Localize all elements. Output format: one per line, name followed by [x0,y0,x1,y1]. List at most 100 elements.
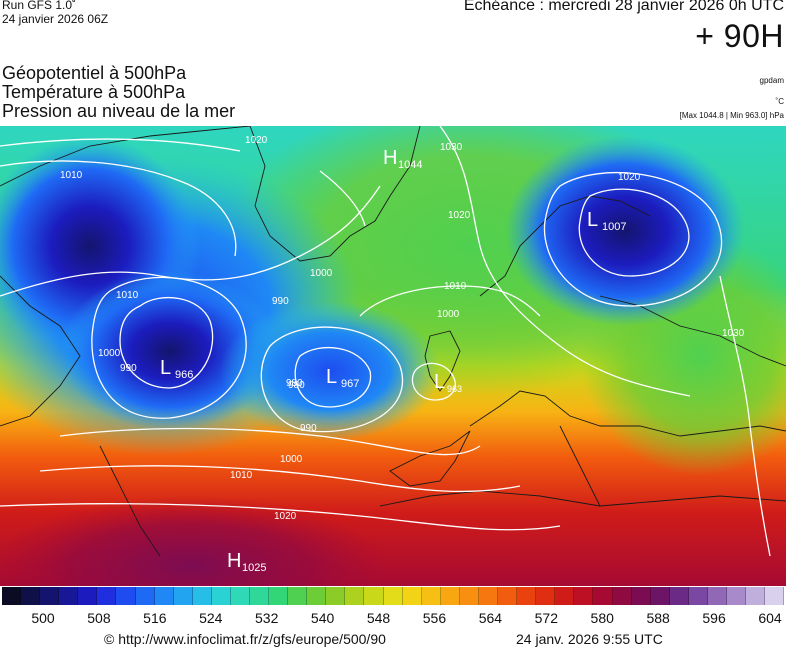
colorbar-tick-label: 580 [590,610,614,626]
valid-time: Echéance : mercredi 28 janvier 2026 0h U… [463,0,784,14]
colorbar-tick-label: 596 [702,610,726,626]
colorbar-swatch [59,587,79,605]
generated-time: 24 janv. 2026 9:55 UTC [516,631,663,647]
isobar-label: 980 [288,380,305,391]
low-mid-atlantic: L 967 [326,366,359,390]
isobar-label: 1010 [116,290,139,301]
warm-core-south [0,496,390,586]
forecast-hour: + 90H [695,18,784,54]
isobars [0,126,771,557]
colorbar-swatch [135,587,155,605]
high-azores: H 1025 [227,550,266,574]
colorbar-swatch [192,587,212,605]
colorbar-swatch [383,587,403,605]
isobar-label: 1020 [448,210,471,221]
low-value: 1007 [602,221,626,233]
colorbar-swatch [555,587,575,605]
low-letter: L [326,366,337,388]
colorbar-swatch [230,587,251,605]
isobar-label: 1030 [440,142,463,153]
unit-geopotential: gpdam [759,76,784,85]
run-label: Run GFS 1.0˚ [2,0,77,12]
low-mid-field [220,301,440,441]
colorbar-tick-label: 524 [199,610,223,626]
colorbar-swatch [250,587,270,605]
low-value: 967 [341,378,359,390]
isobar-label: 990 [120,363,137,374]
colorbar-swatch [574,587,594,605]
colorbar-swatch [402,587,422,605]
low-letter: L [434,371,445,393]
colorbar-swatch [536,587,556,605]
colorbar-swatch [364,587,384,605]
colorbar-tick-label: 540 [310,610,335,626]
colorbar-tick-label: 508 [87,610,111,626]
low-ireland: L 963 [434,371,462,394]
colorbar-swatch [765,587,785,605]
parameter-temperature: Température à 500hPa [2,82,186,102]
colorbar-swatch [288,587,308,605]
isobar-label: 980 [286,378,303,389]
forecast-map: 1020 1010 990 980 1000 1010 1020 1000 99… [0,126,786,586]
colorbar-tick-label: 572 [534,610,558,626]
colorbar-tick-label: 556 [422,610,447,626]
isobar-label: 1000 [437,309,460,320]
colorbar-swatch [421,587,441,605]
colorbar-swatch [612,587,632,605]
colorbar-swatch [269,587,289,605]
pressure-systems: H 1044 L 1007 L 966 L 967 L 963 H 1025 [160,147,626,574]
isobar-label: 1020 [274,511,297,522]
isobar-label: 990 [300,423,317,434]
colorbar-swatch [707,587,727,605]
isobar-label: 1000 [310,268,333,279]
isobar-label: 1000 [280,454,303,465]
colorbar-swatch [459,587,479,605]
isobar-label: 1020 [245,135,268,146]
isobar-label: 1020 [618,172,641,183]
copyright-url: © http://www.infoclimat.fr/z/gfs/europe/… [104,631,386,647]
colorbar-swatch [440,587,460,605]
isobar-label: 1010 [60,170,83,181]
unit-temperature: ˚C [775,97,784,106]
colorbar [2,587,785,605]
coastlines [0,126,786,557]
colorbar-swatch [154,587,174,605]
colorbar-swatch [345,587,365,605]
colorbar-tick-label: 604 [758,610,782,626]
colorbar-swatch [593,587,613,605]
low-letter: L [587,209,598,231]
colorbar-swatch [326,587,346,605]
colorbar-tick-label: 564 [478,610,503,626]
colorbar-swatch [307,587,327,605]
colorbar-swatch [650,587,670,605]
colorbar-swatch [116,587,136,605]
isobar-label: 1030 [722,328,745,339]
colorbar-tick-label: 588 [646,610,670,626]
low-value: 963 [447,384,462,394]
colorbar-tick-label: 548 [366,610,391,626]
colorbar-swatch [688,587,708,605]
high-value: 1044 [398,159,422,171]
high-value: 1025 [242,562,266,574]
colorbar-swatch [2,587,22,605]
colorbar-swatch [746,587,766,605]
colorbar-swatch [669,587,689,605]
colorbar-swatch [631,587,651,605]
colorbar-tick-label: 500 [31,610,55,626]
run-date: 24 janvier 2026 06Z [2,12,109,26]
colorbar-swatch [478,587,499,605]
colorbar-swatch [211,587,231,605]
low-scandinavia: L 1007 [587,209,626,233]
colorbar-swatch [517,587,537,605]
parameter-pressure: Pression au niveau de la mer [2,101,236,121]
isobar-labels: 1020 1010 990 980 1000 1010 1020 1000 99… [60,135,745,522]
colorbar-swatch [726,587,747,605]
colorbar-swatch [21,587,41,605]
low-letter: L [160,357,171,379]
isobar-label: 1000 [98,348,121,359]
low-value: 966 [175,369,193,381]
high-greenland: H 1044 [383,147,422,171]
colorbar-tick-label: 532 [255,610,279,626]
colorbar-swatch [498,587,518,605]
colorbar-swatch [40,587,60,605]
